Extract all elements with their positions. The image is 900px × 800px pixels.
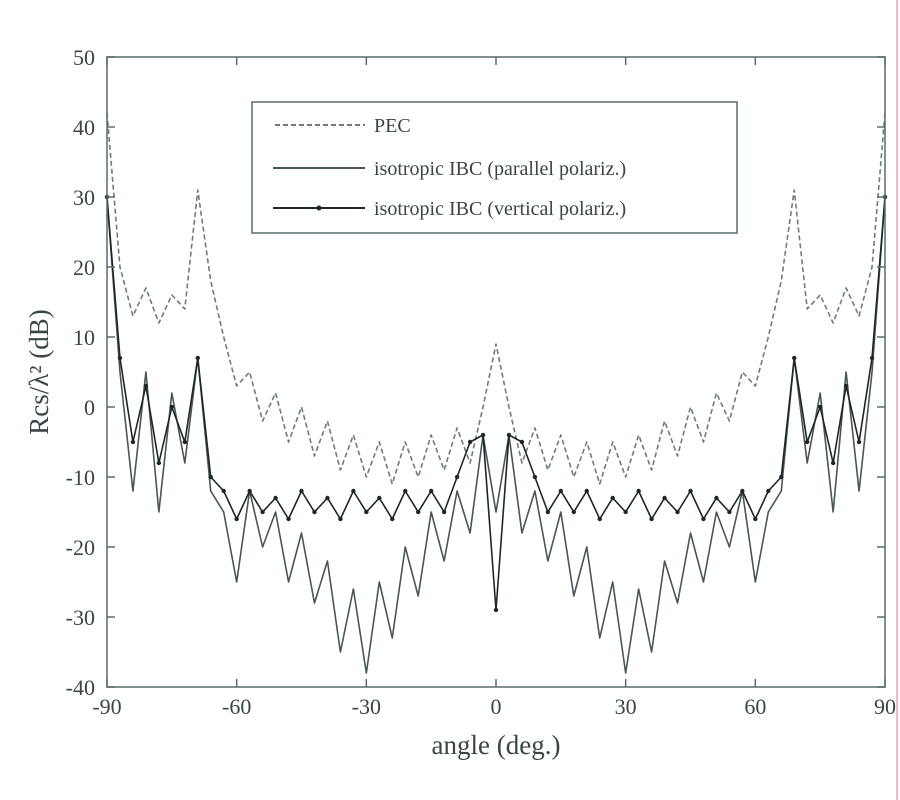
y-tick-label: 30 xyxy=(73,185,95,210)
series-point xyxy=(195,355,200,361)
x-tick-label: 60 xyxy=(744,694,766,719)
series-point xyxy=(117,355,123,361)
series-point xyxy=(325,495,330,501)
y-tick-label: 40 xyxy=(73,115,95,140)
series-line-0 xyxy=(106,112,886,485)
series-point xyxy=(416,509,421,515)
series-point xyxy=(675,509,680,515)
series-point xyxy=(597,516,602,522)
series-point xyxy=(182,439,187,445)
series-point xyxy=(467,439,473,445)
series-point xyxy=(805,439,810,445)
series-point xyxy=(351,488,356,494)
series-point xyxy=(701,516,706,522)
series-point xyxy=(869,355,875,361)
legend: PEC isotropic IBC (parallel polariz.) is… xyxy=(251,101,738,234)
y-tick-label: -30 xyxy=(66,605,95,630)
series-point xyxy=(377,495,382,501)
series-point xyxy=(143,383,149,389)
legend-marker-vertical xyxy=(316,205,322,211)
series-point xyxy=(273,495,278,501)
series-point xyxy=(610,495,615,501)
series-point xyxy=(830,460,836,466)
series-point xyxy=(312,509,317,515)
series-point xyxy=(584,488,589,494)
series-point xyxy=(856,439,862,445)
series-point xyxy=(740,488,745,494)
series-point xyxy=(727,509,732,515)
series-point xyxy=(766,488,771,494)
series-point xyxy=(753,516,758,522)
series-point xyxy=(519,439,525,445)
series-point xyxy=(636,488,641,494)
series-point xyxy=(649,516,654,522)
series-point xyxy=(558,488,564,494)
series-point xyxy=(532,474,538,480)
x-tick-label: 90 xyxy=(874,694,896,719)
series-point xyxy=(480,432,486,438)
y-tick-label: -20 xyxy=(66,535,95,560)
x-tick-label: 30 xyxy=(615,694,637,719)
series-point xyxy=(403,488,408,494)
series-line-2 xyxy=(106,196,886,611)
x-tick-label: 0 xyxy=(491,694,502,719)
series-point xyxy=(234,516,239,522)
series-point xyxy=(779,474,784,480)
series-point xyxy=(441,509,447,515)
series-point xyxy=(169,404,175,410)
legend-label-vertical: isotropic IBC (vertical polariz.) xyxy=(374,198,626,220)
series-point xyxy=(843,383,849,389)
series-point xyxy=(506,432,512,438)
series-point xyxy=(286,516,291,522)
x-tick-label: -90 xyxy=(92,694,121,719)
y-tick-label: -40 xyxy=(66,675,95,700)
x-axis-label: angle (deg.) xyxy=(432,730,561,760)
series-point xyxy=(792,355,797,361)
series-point xyxy=(260,509,265,515)
series-point xyxy=(364,509,369,515)
series-point xyxy=(454,474,460,480)
series-point xyxy=(221,488,226,494)
legend-label-pec: PEC xyxy=(374,115,411,137)
y-tick-label: 20 xyxy=(73,255,95,280)
y-tick-label: 0 xyxy=(84,395,95,420)
legend-label-parallel: isotropic IBC (parallel polariz.) xyxy=(374,158,626,180)
series-point xyxy=(688,488,693,494)
series-point xyxy=(299,488,304,494)
y-tick-label: 50 xyxy=(73,45,95,70)
series-point xyxy=(493,607,499,613)
series-point xyxy=(662,495,667,501)
series-point xyxy=(623,509,628,515)
series-point xyxy=(428,488,434,494)
series-point xyxy=(817,404,823,410)
y-tick-label: -10 xyxy=(66,465,95,490)
series-point xyxy=(714,495,719,501)
y-axis-label: Rcs/λ² (dB) xyxy=(24,309,54,434)
series-point xyxy=(571,509,576,515)
series-point xyxy=(390,516,395,522)
series-point xyxy=(208,474,213,480)
x-tick-label: -60 xyxy=(222,694,251,719)
series-point xyxy=(247,488,252,494)
series-point xyxy=(545,509,551,515)
series-point xyxy=(156,460,162,466)
series-point xyxy=(338,516,343,522)
series-line-1 xyxy=(106,196,886,674)
y-tick-label: 10 xyxy=(73,325,95,350)
x-tick-label: -30 xyxy=(352,694,381,719)
series-point xyxy=(130,439,136,445)
